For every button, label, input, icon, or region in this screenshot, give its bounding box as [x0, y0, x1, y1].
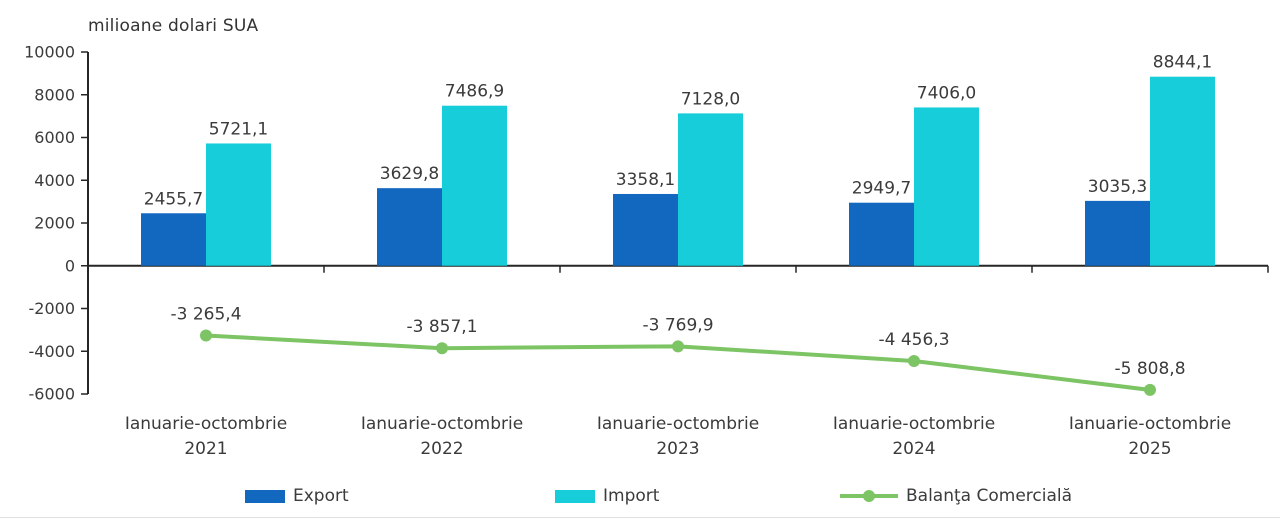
export-bar — [377, 188, 442, 266]
balance-dot-icon — [863, 490, 875, 502]
balance-point — [1144, 383, 1156, 396]
x-category-year: 2025 — [1128, 439, 1171, 459]
import-bar — [442, 105, 507, 266]
y-tick-label: -4000 — [29, 342, 76, 361]
balance-value-label: -3 265,4 — [170, 305, 241, 325]
export-value-label: 3629,8 — [380, 164, 439, 184]
x-category-label: Ianuarie-octombrie — [125, 414, 287, 434]
export-bar — [849, 202, 914, 266]
export-value-label: 3035,3 — [1088, 177, 1147, 197]
x-category-year: 2021 — [184, 439, 227, 459]
export-value-label: 3358,1 — [616, 170, 675, 190]
y-tick-label: -6000 — [29, 385, 76, 404]
y-tick-label: 2000 — [34, 214, 75, 233]
balance-point — [200, 329, 212, 342]
balance-point — [908, 355, 920, 368]
balance-value-label: -3 769,9 — [642, 315, 713, 335]
y-tick-label: 10000 — [24, 43, 75, 62]
balance-value-label: -5 808,8 — [1114, 359, 1185, 379]
export-bar — [1085, 200, 1150, 266]
import-bar — [206, 143, 271, 266]
import-value-label: 5721,1 — [209, 119, 268, 139]
import-bar — [678, 113, 743, 266]
x-category-label: Ianuarie-octombrie — [361, 414, 523, 434]
y-tick-label: 6000 — [34, 128, 75, 147]
balance-point — [672, 340, 684, 353]
legend-label-balance: Balanţa Comercială — [906, 486, 1073, 506]
legend-label-export: Export — [293, 486, 349, 506]
export-value-label: 2949,7 — [852, 179, 911, 199]
export-bar — [141, 213, 206, 266]
import-swatch-icon — [555, 489, 595, 503]
legend-item-export: Export — [245, 483, 349, 509]
balance-value-label: -3 857,1 — [406, 317, 477, 337]
import-value-label: 7486,9 — [445, 82, 504, 102]
balance-line-swatch-icon — [840, 490, 898, 502]
y-tick-label: 0 — [65, 256, 75, 275]
export-bar — [613, 193, 678, 266]
balance-value-label: -4 456,3 — [878, 330, 949, 350]
import-value-label: 7406,0 — [917, 83, 976, 103]
export-value-label: 2455,7 — [144, 189, 203, 209]
y-tick-label: -2000 — [29, 299, 76, 318]
import-value-label: 8844,1 — [1153, 53, 1212, 73]
balance-point — [436, 342, 448, 355]
chart-title: milioane dolari SUA — [88, 16, 259, 36]
import-value-label: 7128,0 — [681, 89, 740, 109]
legend-item-balance: Balanţa Comercială — [840, 483, 1072, 509]
import-bar — [1150, 76, 1215, 266]
import-bar — [914, 107, 979, 266]
legend-item-import: Import — [555, 483, 659, 509]
bottom-divider — [0, 517, 1280, 518]
y-tick-label: 4000 — [34, 171, 75, 190]
legend-label-import: Import — [603, 486, 660, 506]
x-category-year: 2022 — [420, 439, 463, 459]
legend: Export Import Balanţa Comercială — [0, 483, 1280, 509]
x-category-year: 2024 — [892, 439, 935, 459]
x-category-year: 2023 — [656, 439, 699, 459]
x-category-label: Ianuarie-octombrie — [833, 414, 995, 434]
x-category-label: Ianuarie-octombrie — [597, 414, 759, 434]
export-swatch-icon — [245, 489, 285, 503]
y-tick-label: 8000 — [34, 85, 75, 104]
x-category-label: Ianuarie-octombrie — [1069, 414, 1231, 434]
